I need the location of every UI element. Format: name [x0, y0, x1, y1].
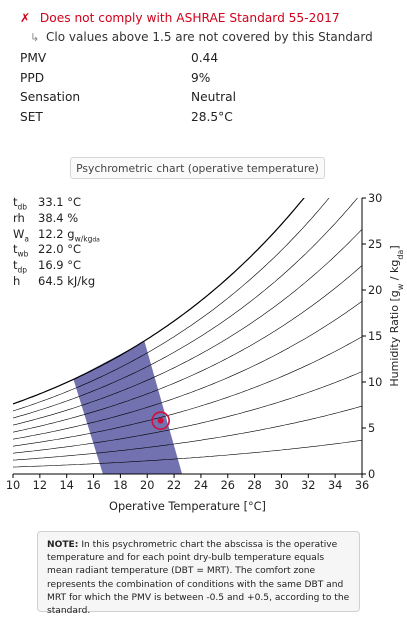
- result-row-ppd: PPD 9%: [20, 71, 320, 91]
- rh-curves: [13, 198, 362, 468]
- prop-symbol: tdb: [13, 195, 28, 212]
- cross-icon: ✗: [20, 11, 31, 25]
- y-tick-label: 0: [368, 468, 375, 481]
- x-tick-label: 16: [86, 479, 100, 492]
- x-tick-label: 24: [194, 479, 208, 492]
- y-tick-label: 10: [368, 376, 382, 389]
- rh-curve-100: [13, 198, 305, 405]
- rh-curve-40: [13, 336, 362, 447]
- result-label: SET: [20, 109, 43, 124]
- result-value: Neutral: [191, 90, 236, 104]
- compliance-status: ✗ Does not comply with ASHRAE Standard 5…: [20, 11, 340, 25]
- prop-symbol: h: [13, 273, 21, 288]
- x-tick-label: 22: [167, 479, 181, 492]
- x-tick-label: 14: [60, 479, 74, 492]
- rh-curve-60: [13, 265, 362, 433]
- x-tick-label: 36: [355, 479, 369, 492]
- chart-type-selector[interactable]: Psychrometric chart (operative temperatu…: [70, 157, 325, 179]
- prop-symbol: Wa: [13, 226, 29, 243]
- prop-value: 64.5 kJ/kg: [38, 273, 96, 288]
- prop-value: 33.1 °C: [38, 195, 82, 209]
- x-tick-label: 26: [221, 479, 235, 492]
- prop-value: 16.9 °C: [38, 258, 82, 273]
- y-tick-label: 20: [368, 284, 382, 297]
- y-tick-label: 15: [368, 330, 382, 343]
- prop-symbol: tdp: [13, 258, 28, 275]
- current-point-ring: [151, 411, 170, 430]
- result-value: 0.44: [191, 51, 219, 65]
- y-tick-label: 30: [368, 192, 382, 205]
- result-row-set: SET 28.5°C: [20, 110, 320, 130]
- result-label: PPD: [20, 70, 45, 85]
- note-lead: NOTE:: [47, 540, 79, 550]
- x-tick-label: 28: [247, 479, 261, 492]
- prop-symbol: rh: [13, 210, 25, 225]
- x-tick-label: 34: [328, 479, 342, 492]
- compliance-subnote-text: Clo values above 1.5 are not covered by …: [46, 30, 373, 44]
- rh-curve-80: [13, 198, 358, 419]
- y-axis-label: Humidity Ratio [gw / kgda]: [388, 245, 405, 386]
- rh-curve-30: [13, 371, 362, 454]
- x-tick-label: 12: [33, 479, 47, 492]
- x-tick-label: 10: [6, 479, 20, 492]
- prop-value: 22.0 °C: [38, 242, 82, 257]
- result-row-sensation: Sensation Neutral: [20, 90, 320, 110]
- rh-curve-10: [13, 440, 362, 468]
- return-arrow-icon: ↳: [30, 31, 40, 44]
- rh-curve-20: [13, 405, 362, 461]
- x-tick-label: 18: [113, 479, 127, 492]
- x-axis-label: Operative Temperature [°C]: [109, 500, 266, 513]
- compliance-text: Does not comply with ASHRAE Standard 55-…: [39, 11, 340, 25]
- prop-value: 12.2 gw/kgda: [38, 226, 100, 243]
- rh-curve-70: [13, 229, 362, 426]
- x-tick-label: 32: [301, 479, 315, 492]
- current-point-dot: [157, 417, 164, 424]
- results-table: PMV 0.44 PPD 9% Sensation Neutral SET 28…: [20, 51, 320, 129]
- x-tick-label: 30: [274, 479, 288, 492]
- result-value: 28.5°C: [191, 109, 233, 124]
- comfort-zone: [73, 341, 183, 474]
- y-tick-label: 25: [368, 238, 382, 251]
- result-row-pmv: PMV 0.44: [20, 51, 320, 71]
- y-tick-label: 5: [368, 422, 375, 435]
- result-value: 9%: [191, 70, 211, 85]
- rh-curve-90: [13, 198, 330, 412]
- chart-note: NOTE: In this psychrometric chart the ab…: [37, 531, 360, 616]
- prop-symbol: twb: [13, 242, 29, 259]
- note-text: In this psychrometric chart the abscissa…: [47, 540, 350, 617]
- rh-curve-50: [13, 301, 362, 440]
- result-label: PMV: [20, 51, 47, 65]
- prop-value: 38.4 %: [38, 210, 79, 225]
- compliance-subnote: ↳ Clo values above 1.5 are not covered b…: [30, 30, 373, 44]
- psychrometric-chart[interactable]: 10 12 14 16 18 20 22 24 26 28 30 32 34 360 5 10 15 20 25 30…: [0, 180, 407, 520]
- x-tick-label: 20: [140, 479, 154, 492]
- result-label: Sensation: [20, 90, 81, 104]
